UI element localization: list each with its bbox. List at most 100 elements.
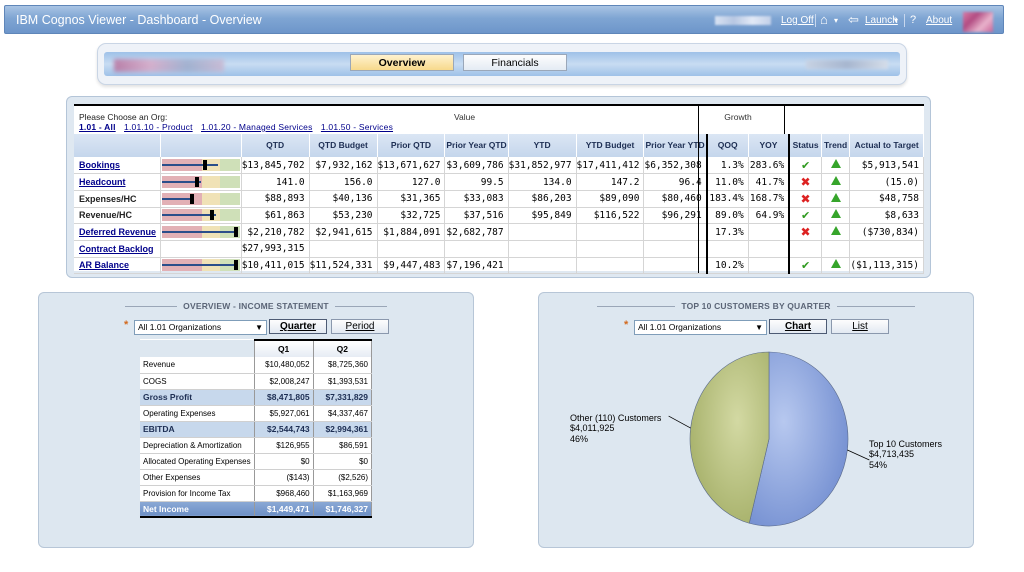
bullet-graph xyxy=(161,226,240,239)
pie-label-other-value: $4,011,925 xyxy=(570,423,615,434)
col-header: YTD Budget xyxy=(576,134,645,157)
home-icon[interactable]: ⌂ xyxy=(820,12,828,27)
income-row: Provision for Income Tax $968,460 $1,163… xyxy=(140,485,373,502)
bullet-graph-cell xyxy=(160,223,242,241)
divider xyxy=(784,106,785,134)
kpi-row: Headcount 141.0 156.0 127.0 99.5 134.0 147.2 9… xyxy=(74,173,924,191)
income-row: Revenue $10,480,052 $8,725,360 xyxy=(140,357,373,374)
org-select[interactable]: All 1.01 Organizations ▼ xyxy=(134,320,267,335)
bullet-bar xyxy=(161,231,238,234)
divider xyxy=(698,106,699,134)
pie-label-top-percent: 54% xyxy=(869,459,888,470)
income-row: Depreciation & Amortization $126,955 $86… xyxy=(140,437,373,454)
dropdown-arrow-icon[interactable]: ▼ xyxy=(255,323,263,332)
bullet-graph-cell xyxy=(160,157,242,175)
rule xyxy=(125,306,178,308)
period-button[interactable]: Period xyxy=(331,319,389,334)
income-row-label: Revenue xyxy=(140,357,255,374)
bullet-bar xyxy=(161,264,238,267)
status-bad-icon: ✖ xyxy=(800,191,811,206)
kpi-metric-label[interactable]: Headcount xyxy=(74,173,162,191)
kpi-table: QTD QTD Budget Prior QTD Prior Year QTD … xyxy=(74,134,924,275)
kpi-value-cell: 10.2% xyxy=(706,257,749,275)
bullet-band-fair xyxy=(201,176,220,189)
launch-link[interactable]: Launch xyxy=(865,15,898,26)
list-button[interactable]: List xyxy=(831,319,889,334)
income-row-label: Other Expenses xyxy=(140,469,255,486)
org-select[interactable]: All 1.01 Organizations ▼ xyxy=(634,320,767,335)
kpi-value-cell: 41.7% xyxy=(748,173,791,191)
status-ok-icon: ✔ xyxy=(800,158,811,172)
company-logo-redacted xyxy=(114,59,224,72)
status-ok-icon: ✔ xyxy=(800,208,811,222)
kpi-header-row: QTD QTD Budget Prior QTD Prior Year QTD … xyxy=(74,134,924,157)
income-q2-value: $1,746,327 xyxy=(313,501,373,518)
actual-to-target-cell: ($1,113,315) xyxy=(849,257,924,275)
income-q1-value: ($143) xyxy=(254,469,314,486)
launch-chevron-icon[interactable]: ▾ xyxy=(894,16,899,25)
ibm-logo xyxy=(963,12,993,32)
about-link[interactable]: About xyxy=(926,15,953,26)
kpi-value-cell: 89.0% xyxy=(706,207,749,225)
tab-financials[interactable]: Financials xyxy=(463,54,567,71)
kpi-value-cell: 168.7% xyxy=(748,190,791,208)
kpi-value-cell: 96.4 xyxy=(643,173,708,191)
income-row-label: Operating Expenses xyxy=(140,405,255,422)
income-q2-value: $4,337,467 xyxy=(313,405,373,422)
org-select-value: All 1.01 Organizations xyxy=(138,322,222,332)
kpi-metric-label: Revenue/HC xyxy=(74,207,162,225)
income-statement-panel: OVERVIEW - INCOME STATEMENT * All 1.01 O… xyxy=(38,292,474,548)
income-q2-value: $86,591 xyxy=(313,437,373,454)
income-row-label: Net Income xyxy=(140,501,255,518)
tab-strip: Overview Financials xyxy=(104,52,900,76)
org-link-services[interactable]: 1.01.50 - Services xyxy=(320,122,394,132)
quarter-button[interactable]: Quarter xyxy=(269,319,327,334)
log-off-link[interactable]: Log Off xyxy=(781,15,814,26)
dropdown-arrow-icon[interactable]: ▼ xyxy=(755,323,763,332)
kpi-metric-label[interactable]: Deferred Revenue xyxy=(74,223,162,241)
kpi-value-cell xyxy=(748,223,791,241)
org-link-product[interactable]: 1.01.10 - Product xyxy=(124,122,193,132)
income-row: EBITDA $2,544,743 $2,994,361 xyxy=(140,421,373,438)
chart-button[interactable]: Chart xyxy=(769,319,827,334)
income-q1-value: $968,460 xyxy=(254,485,314,502)
bullet-marker xyxy=(189,193,194,204)
bullet-graph xyxy=(161,192,240,205)
trend-up-icon xyxy=(830,192,841,202)
kpi-value-cell: $13,845,702 xyxy=(241,157,310,175)
org-link-all[interactable]: 1.01 - All xyxy=(79,122,116,132)
kpi-value-cell: $6,352,308 xyxy=(643,157,708,175)
bullet-bar xyxy=(161,164,219,167)
kpi-metric-label[interactable]: AR Balance xyxy=(74,257,162,275)
date-redacted xyxy=(806,60,888,69)
kpi-value-cell: $2,941,615 xyxy=(309,223,378,241)
kpi-value-cell: $3,609,786 xyxy=(444,157,509,175)
top-customers-panel: TOP 10 CUSTOMERS BY QUARTER * All 1.01 O… xyxy=(538,292,974,548)
kpi-metric-label[interactable]: Bookings xyxy=(74,157,162,175)
chevron-down-icon[interactable]: ▾ xyxy=(834,16,839,25)
actual-to-target-cell: $48,758 xyxy=(849,190,924,208)
kpi-value-cell: $88,893 xyxy=(241,190,310,208)
income-q2-value: $7,331,829 xyxy=(313,389,373,406)
top-customers-pie-chart xyxy=(668,351,870,527)
income-q1-value: $1,449,471 xyxy=(254,501,314,518)
kpi-metric-label[interactable]: Contract Backlog xyxy=(74,240,162,258)
income-row: Net Income $1,449,471 $1,746,327 xyxy=(140,501,373,518)
return-icon[interactable]: ⇦ xyxy=(848,12,859,27)
kpi-value-cell: $1,884,091 xyxy=(377,223,446,241)
rule xyxy=(597,306,676,308)
income-statement-table: Q1 Q2 Revenue $10,480,052 $8,725,360 COGS… xyxy=(140,339,373,518)
org-links: 1.01 - All 1.01.10 - Product 1.01.20 - M… xyxy=(79,122,399,132)
pie-leader-line xyxy=(668,415,691,429)
kpi-value-cell: 283.6% xyxy=(748,157,791,175)
income-q1-value: $5,927,061 xyxy=(254,405,314,422)
help-icon[interactable]: ? xyxy=(910,14,917,26)
tab-overview[interactable]: Overview xyxy=(350,54,454,71)
org-link-managed-services[interactable]: 1.01.20 - Managed Services xyxy=(201,122,313,132)
value-group-header: Value xyxy=(454,112,476,122)
separator xyxy=(815,14,816,27)
kpi-value-cell xyxy=(576,257,645,275)
kpi-row: Bookings $13,845,702 $7,932,162 $13,671,62… xyxy=(74,157,924,175)
actual-to-target-cell: $5,913,541 xyxy=(849,157,924,175)
pie-label-top-value: $4,713,435 xyxy=(869,449,915,460)
